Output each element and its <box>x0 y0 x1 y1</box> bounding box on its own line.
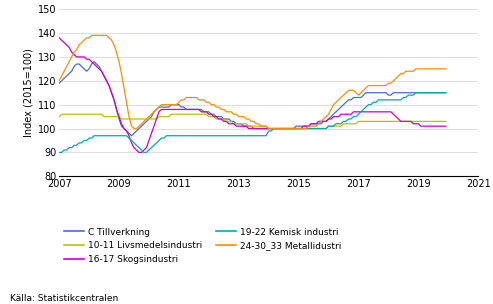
Y-axis label: Index (2015=100): Index (2015=100) <box>24 48 34 137</box>
Legend: C Tillverkning, 10-11 Livsmedelsindustri, 16-17 Skogsindustri, 19-22 Kemisk indu: C Tillverkning, 10-11 Livsmedelsindustri… <box>64 228 342 264</box>
Text: Källa: Statistikcentralen: Källa: Statistikcentralen <box>10 294 118 303</box>
